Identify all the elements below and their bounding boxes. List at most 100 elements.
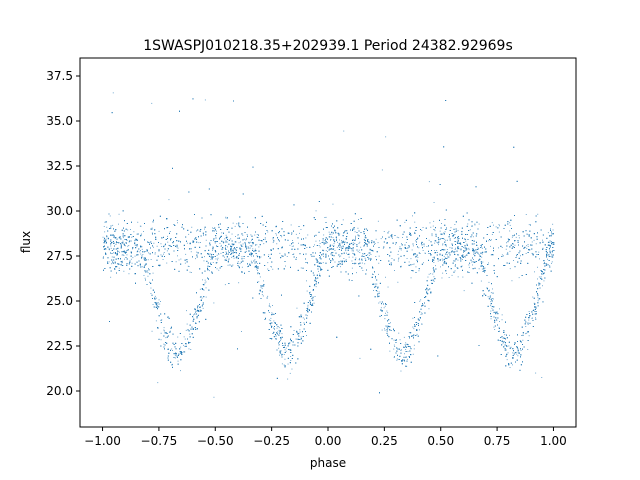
- data-point: [114, 268, 115, 269]
- data-point: [186, 310, 187, 312]
- data-point: [341, 240, 342, 241]
- data-point: [248, 247, 250, 249]
- data-point: [196, 251, 198, 253]
- data-point: [322, 262, 324, 264]
- data-point: [163, 330, 165, 332]
- data-point: [364, 236, 366, 238]
- data-point: [124, 245, 126, 246]
- data-point: [224, 238, 226, 240]
- data-point: [469, 262, 470, 264]
- data-point: [498, 231, 500, 233]
- data-point: [250, 234, 252, 236]
- data-point: [171, 348, 173, 350]
- data-point: [421, 313, 423, 315]
- data-point: [361, 255, 363, 257]
- data-point: [455, 264, 456, 265]
- data-point: [433, 202, 435, 203]
- data-point: [468, 249, 470, 251]
- data-point: [421, 323, 422, 325]
- data-point: [443, 238, 445, 240]
- data-point: [525, 326, 527, 327]
- data-point: [468, 247, 470, 249]
- data-point: [154, 295, 156, 297]
- data-point: [184, 262, 186, 264]
- data-point: [164, 244, 166, 246]
- data-point: [279, 333, 281, 334]
- data-point: [295, 233, 297, 235]
- data-point: [499, 330, 500, 332]
- data-point: [499, 308, 500, 310]
- data-point: [220, 252, 222, 254]
- data-point: [157, 303, 159, 305]
- data-point: [493, 326, 495, 328]
- data-point: [330, 239, 332, 240]
- data-point: [231, 256, 233, 258]
- data-point: [458, 248, 460, 250]
- data-point: [407, 247, 409, 249]
- data-point: [112, 259, 114, 261]
- data-point: [217, 257, 219, 259]
- data-point: [364, 257, 366, 259]
- data-point: [440, 266, 441, 268]
- data-point: [184, 351, 186, 353]
- data-point: [359, 259, 360, 261]
- data-point: [157, 382, 159, 384]
- data-point: [454, 249, 456, 250]
- data-point: [362, 270, 364, 271]
- data-point: [509, 224, 511, 226]
- data-point: [267, 262, 269, 264]
- data-point: [419, 253, 421, 254]
- data-point: [280, 353, 282, 354]
- data-point: [124, 245, 126, 247]
- data-point: [251, 255, 252, 257]
- data-point: [306, 280, 307, 282]
- data-point: [241, 331, 242, 332]
- data-point: [110, 247, 112, 249]
- data-point: [422, 304, 424, 306]
- data-point: [397, 254, 399, 255]
- data-point: [414, 221, 416, 223]
- data-point: [260, 256, 262, 258]
- data-point: [134, 255, 136, 257]
- data-point: [189, 271, 191, 273]
- data-point: [378, 273, 379, 275]
- data-point: [148, 268, 149, 269]
- data-point: [489, 289, 490, 291]
- data-point: [213, 238, 214, 240]
- data-point: [252, 248, 254, 250]
- data-point: [161, 319, 163, 321]
- data-point: [412, 326, 414, 328]
- data-point: [130, 229, 131, 230]
- data-point: [271, 312, 273, 314]
- data-point: [249, 245, 251, 247]
- data-point: [537, 296, 539, 298]
- data-point: [369, 248, 371, 250]
- data-point: [407, 247, 409, 249]
- data-point: [353, 250, 354, 252]
- data-point: [537, 278, 538, 280]
- data-point: [535, 318, 537, 320]
- data-point: [123, 244, 125, 246]
- data-point: [178, 259, 180, 261]
- data-point: [249, 241, 251, 243]
- data-point: [140, 234, 142, 236]
- data-point: [491, 307, 493, 309]
- data-point: [150, 228, 152, 230]
- data-point: [421, 229, 423, 231]
- data-point: [219, 242, 221, 244]
- data-point: [270, 320, 272, 322]
- data-point: [410, 277, 412, 279]
- data-point: [455, 259, 457, 261]
- data-point: [468, 264, 470, 266]
- data-point: [509, 250, 511, 252]
- data-point: [117, 250, 119, 252]
- data-point: [535, 243, 537, 245]
- data-point: [393, 339, 395, 341]
- data-point: [218, 269, 220, 271]
- data-point: [233, 257, 235, 259]
- data-point: [427, 276, 429, 278]
- data-point: [519, 340, 521, 342]
- data-point: [322, 240, 324, 242]
- data-point: [345, 237, 347, 239]
